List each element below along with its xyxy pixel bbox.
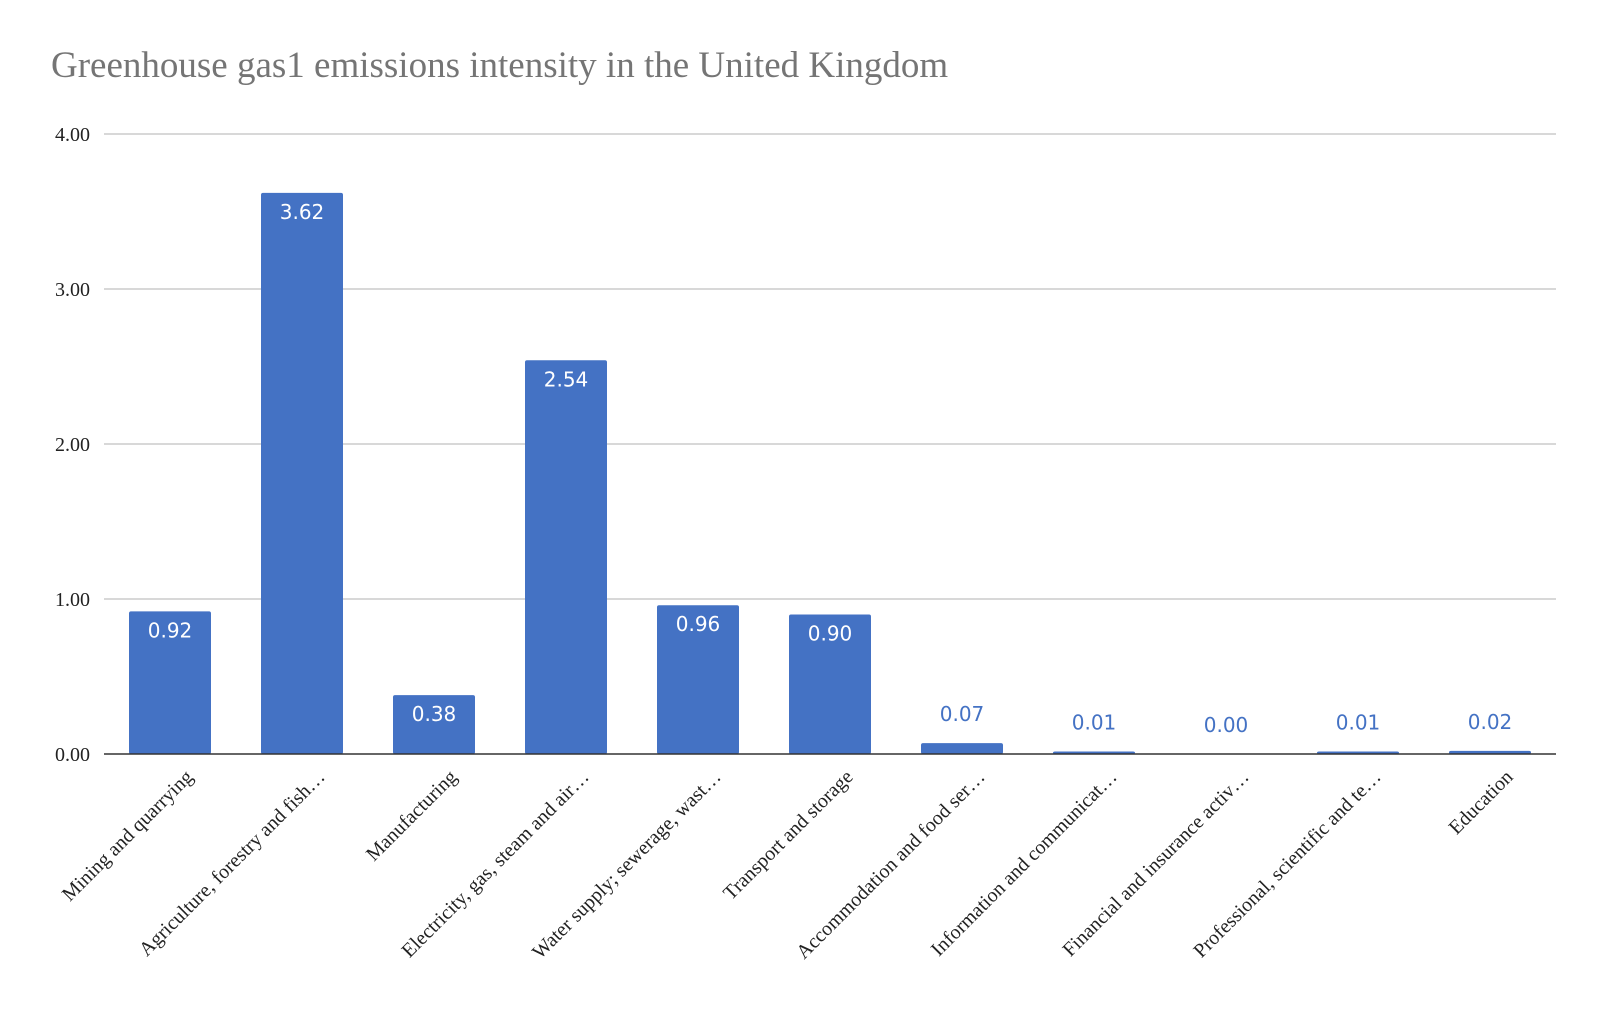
- x-tick-label: Mining and quarrying: [58, 766, 198, 906]
- y-tick-label: 2.00: [55, 434, 90, 456]
- bar: [129, 611, 211, 754]
- x-tick-label: Transport and storage: [719, 766, 857, 904]
- y-tick-label: 3.00: [55, 279, 90, 301]
- x-tick-label: Education: [1445, 766, 1518, 839]
- bar: [261, 192, 343, 754]
- y-axis-ticks: 0.00 1.00 2.00 3.00 4.00: [55, 124, 90, 766]
- y-tick-label: 1.00: [55, 589, 90, 611]
- data-label: 0.01: [1072, 711, 1117, 735]
- chart-title: Greenhouse gas1 emissions intensity in t…: [51, 45, 949, 86]
- data-label: 0.96: [676, 612, 721, 636]
- bar: [657, 605, 739, 754]
- data-label: 0.38: [412, 702, 457, 726]
- data-label: 2.54: [544, 367, 589, 391]
- data-label: 0.00: [1204, 713, 1249, 737]
- bar: [525, 360, 607, 754]
- data-label: 0.90: [808, 622, 853, 646]
- data-label: 3.62: [280, 200, 325, 224]
- bar: [1449, 750, 1531, 754]
- data-label: 0.02: [1468, 710, 1513, 734]
- data-labels: 0.92 3.62 0.38 2.54 0.96 0.90 0.07 0.01 0.00 0.01…: [148, 200, 1513, 737]
- data-label: 0.92: [148, 618, 193, 642]
- bar: [393, 695, 475, 754]
- x-tick-label: Manufacturing: [362, 766, 462, 866]
- y-tick-label: 4.00: [55, 124, 90, 146]
- bar: [921, 743, 1003, 754]
- data-label: 0.07: [940, 702, 985, 726]
- y-tick-label: 0.00: [55, 744, 90, 766]
- bars: [129, 192, 1531, 754]
- gridlines: [104, 133, 1556, 600]
- data-label: 0.01: [1336, 711, 1381, 735]
- bar: [789, 614, 871, 754]
